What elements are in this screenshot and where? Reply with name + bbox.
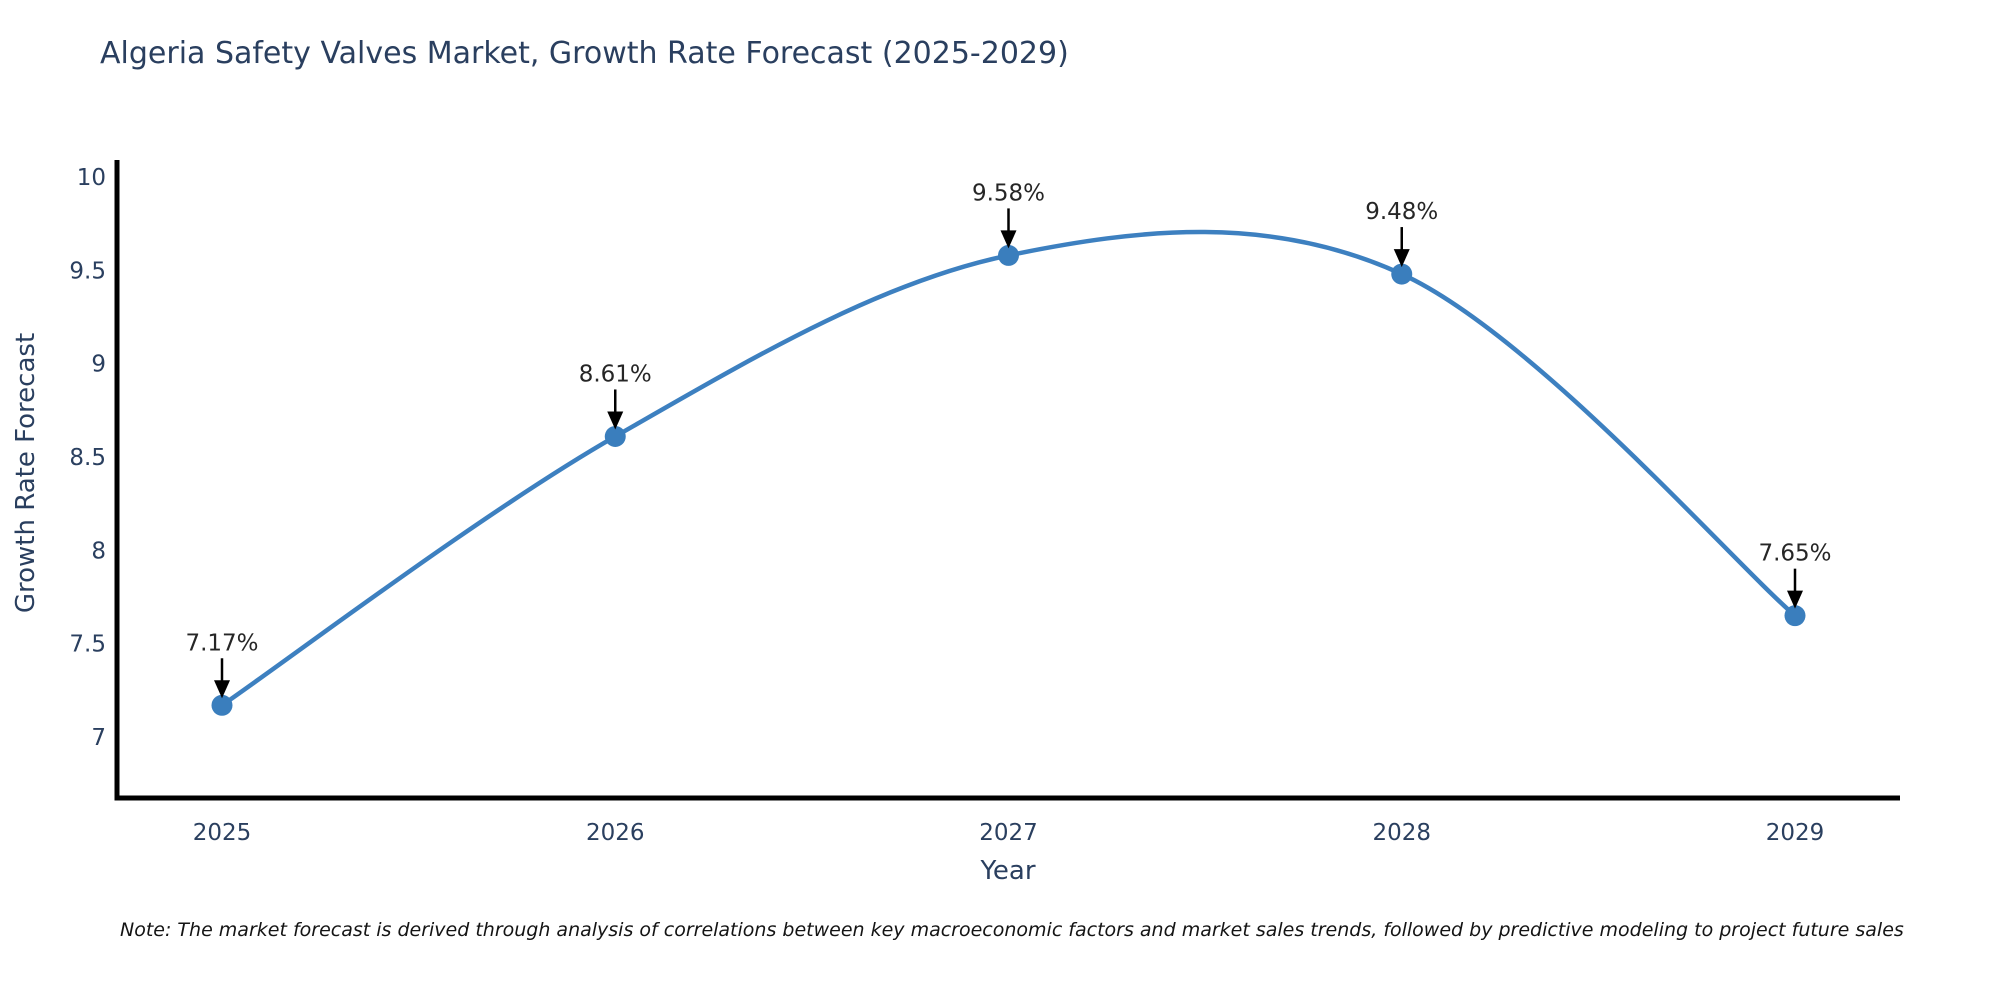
data-point-label: 9.48%: [1365, 199, 1438, 225]
annotation-arrowhead: [1393, 249, 1410, 268]
footnote: Note: The market forecast is derived thr…: [120, 919, 1904, 941]
data-point-marker: [1784, 605, 1806, 627]
data-point-marker: [998, 244, 1019, 266]
x-tick-label: 2026: [586, 820, 645, 846]
y-tick-label: 8: [91, 538, 106, 564]
data-point-marker: [1391, 263, 1413, 285]
x-tick-label: 2027: [979, 820, 1038, 846]
y-tick-label: 9.5: [69, 258, 106, 284]
y-tick-label: 7.5: [69, 632, 106, 658]
data-point-label: 7.65%: [1758, 541, 1831, 567]
data-point-label: 7.17%: [185, 630, 258, 656]
annotation-arrowhead: [214, 680, 230, 699]
y-tick-label: 9: [91, 352, 106, 378]
data-point-marker: [211, 694, 233, 716]
annotation-arrowhead: [1000, 230, 1017, 249]
forecast-line: [219, 229, 1798, 708]
data-point-label: 9.58%: [972, 180, 1045, 206]
chart-title: Algeria Safety Valves Market, Growth Rat…: [100, 36, 1069, 71]
y-tick-label: 7: [91, 725, 106, 751]
x-tick-label: 2028: [1372, 820, 1431, 846]
x-tick-label: 2029: [1766, 820, 1825, 846]
axis-spines: [114, 160, 1900, 801]
data-point-marker: [604, 425, 626, 447]
x-axis-title: Year: [980, 856, 1036, 886]
y-tick-label: 10: [77, 165, 106, 191]
x-tick-label: 2025: [193, 820, 252, 846]
annotation-arrowhead: [1787, 590, 1803, 609]
y-tick-label: 8.5: [69, 445, 106, 471]
annotation-arrowhead: [607, 411, 624, 430]
data-point-label: 8.61%: [579, 361, 652, 387]
